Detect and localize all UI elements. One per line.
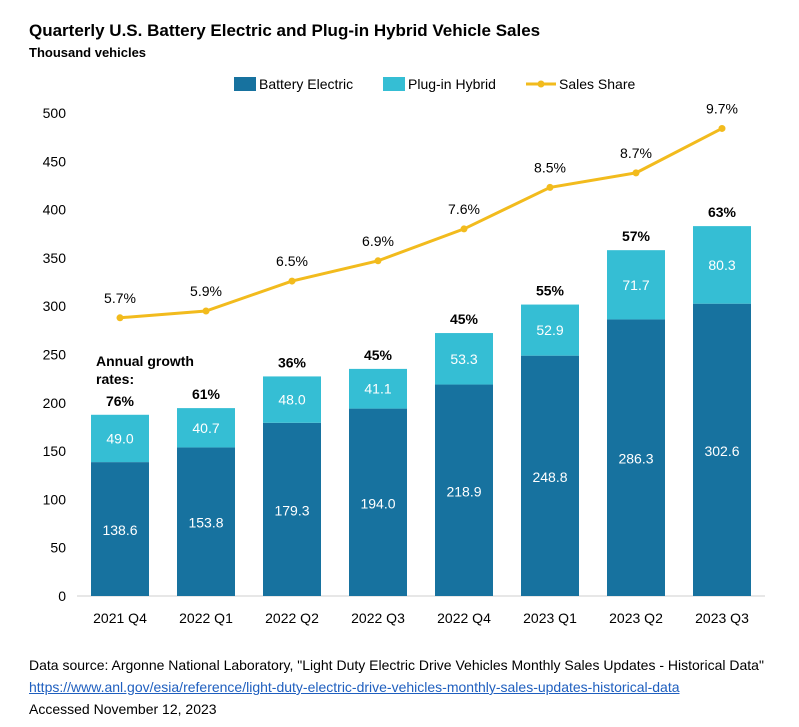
y-tick-label: 50 — [50, 540, 66, 556]
data-label-battery-electric: 138.6 — [102, 522, 137, 538]
data-label-plug-in-hybrid: 80.3 — [708, 257, 735, 273]
sales-share-label: 5.7% — [104, 290, 136, 306]
y-tick-label: 300 — [43, 298, 67, 314]
accessed-date: Accessed November 12, 2023 — [29, 701, 217, 717]
data-label-plug-in-hybrid: 48.0 — [278, 392, 305, 408]
bar-battery-electric — [263, 422, 321, 596]
sales-share-label: 8.5% — [534, 159, 566, 175]
x-tick-label: 2021 Q4 — [93, 610, 147, 626]
bar-battery-electric — [521, 355, 579, 596]
chart-subtitle: Thousand vehicles — [29, 45, 147, 60]
sales-share-label: 7.6% — [448, 201, 480, 217]
data-source-link[interactable]: https://www.anl.gov/esia/reference/light… — [29, 679, 680, 695]
data-label-plug-in-hybrid: 41.1 — [364, 381, 391, 397]
x-tick-label: 2022 Q4 — [437, 610, 491, 626]
data-label-battery-electric: 194.0 — [360, 495, 395, 511]
sales-share-point — [374, 257, 382, 265]
y-tick-label: 400 — [43, 202, 67, 218]
bar-battery-electric — [91, 462, 149, 596]
bar-plug-in-hybrid — [521, 304, 579, 356]
growth-rate-label: 57% — [622, 228, 651, 244]
data-label-battery-electric: 248.8 — [532, 469, 567, 485]
x-tick-label: 2022 Q3 — [351, 610, 405, 626]
data-label-plug-in-hybrid: 52.9 — [536, 322, 563, 338]
growth-rates-caption-line2: rates: — [96, 371, 134, 387]
legend-swatch-battery-electric — [234, 77, 256, 91]
data-label-plug-in-hybrid: 40.7 — [192, 420, 219, 436]
y-tick-label: 0 — [58, 588, 66, 604]
x-tick-label: 2023 Q2 — [609, 610, 663, 626]
y-tick-label: 200 — [43, 395, 67, 411]
y-tick-label: 150 — [43, 443, 67, 459]
growth-rate-label: 61% — [192, 386, 221, 402]
bar-battery-electric — [693, 303, 751, 596]
sales-share-point — [288, 277, 296, 285]
sales-share-point — [116, 314, 124, 322]
growth-rate-label: 63% — [708, 204, 737, 220]
growth-rate-label: 55% — [536, 283, 565, 299]
x-tick-label: 2022 Q2 — [265, 610, 319, 626]
data-label-battery-electric: 218.9 — [446, 483, 481, 499]
sales-share-point — [718, 124, 726, 132]
data-label-battery-electric: 302.6 — [704, 443, 739, 459]
bar-plug-in-hybrid — [177, 408, 235, 448]
data-label-battery-electric: 179.3 — [274, 502, 309, 518]
bar-plug-in-hybrid — [349, 368, 407, 409]
bar-battery-electric — [349, 408, 407, 596]
data-label-plug-in-hybrid: 49.0 — [106, 430, 133, 446]
bar-plug-in-hybrid — [435, 333, 493, 385]
growth-rate-label: 45% — [450, 311, 479, 327]
y-tick-label: 500 — [43, 105, 67, 121]
sales-share-line — [119, 127, 723, 320]
x-tick-label: 2023 Q1 — [523, 610, 577, 626]
bar-plug-in-hybrid — [263, 376, 321, 423]
data-label-plug-in-hybrid: 53.3 — [450, 351, 477, 367]
x-tick-label: 2023 Q3 — [695, 610, 749, 626]
bar-plug-in-hybrid — [91, 414, 149, 463]
legend-swatch-plug-in-hybrid — [383, 77, 405, 91]
sales-share-point — [202, 307, 210, 315]
bar-plug-in-hybrid — [693, 226, 751, 304]
bar-battery-electric — [177, 447, 235, 596]
sales-share-label: 6.9% — [362, 233, 394, 249]
growth-rates-caption-line1: Annual growth — [96, 353, 194, 369]
sales-share-point — [460, 225, 468, 233]
data-label-battery-electric: 286.3 — [618, 451, 653, 467]
legend-marker-sales-share — [537, 80, 545, 88]
bar-plug-in-hybrid — [607, 250, 665, 320]
x-tick-label: 2022 Q1 — [179, 610, 233, 626]
sales-share-label: 5.9% — [190, 283, 222, 299]
y-tick-label: 350 — [43, 250, 67, 266]
sales-share-label: 8.7% — [620, 145, 652, 161]
chart-title: Quarterly U.S. Battery Electric and Plug… — [29, 21, 541, 40]
bar-battery-electric — [435, 384, 493, 596]
sales-share-label: 6.5% — [276, 253, 308, 269]
data-source-note: Data source: Argonne National Laboratory… — [29, 657, 764, 673]
data-label-plug-in-hybrid: 71.7 — [622, 277, 649, 293]
y-tick-label: 250 — [43, 347, 67, 363]
sales-share-label: 9.7% — [706, 100, 738, 116]
stacked-bar-chart: 0 50 100 150 200 250 300 350 400 450 500 138.6 49.0 7… — [43, 76, 765, 626]
growth-rate-label: 45% — [364, 347, 393, 363]
y-tick-label: 450 — [43, 153, 67, 169]
growth-rate-label: 76% — [106, 393, 135, 409]
legend-label-sales-share: Sales Share — [559, 76, 635, 92]
legend-label-battery-electric: Battery Electric — [259, 76, 353, 92]
y-tick-label: 100 — [43, 491, 67, 507]
sales-share-point — [546, 183, 554, 191]
legend-label-plug-in-hybrid: Plug-in Hybrid — [408, 76, 496, 92]
data-label-battery-electric: 153.8 — [188, 515, 223, 531]
sales-share-point — [632, 169, 640, 177]
growth-rate-label: 36% — [278, 354, 307, 370]
bar-battery-electric — [607, 319, 665, 596]
